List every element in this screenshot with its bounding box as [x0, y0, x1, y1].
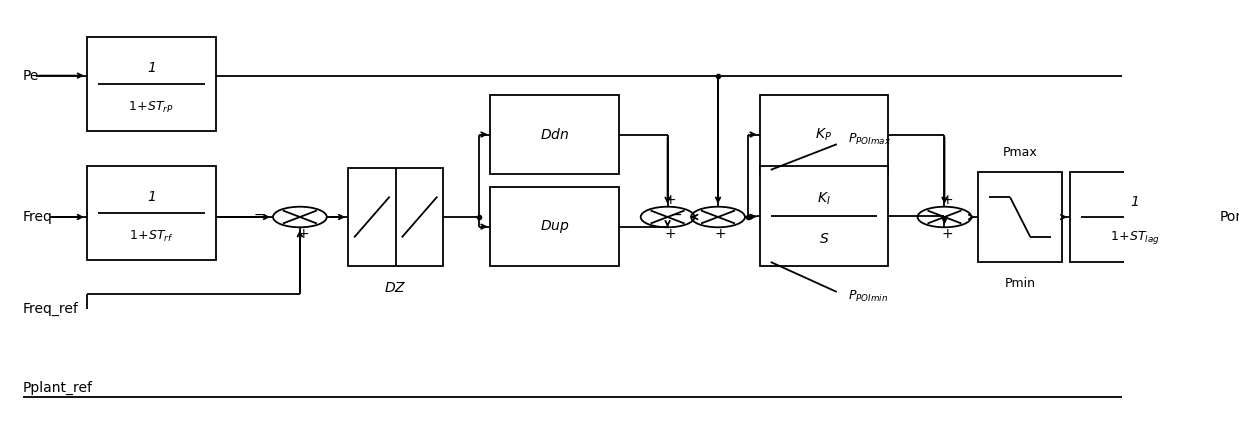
Text: $S$: $S$ — [819, 232, 829, 246]
Text: Pmin: Pmin — [1005, 277, 1036, 290]
Text: Pord: Pord — [1219, 210, 1239, 224]
Bar — [491, 187, 620, 266]
Bar — [87, 166, 216, 260]
Bar — [491, 95, 620, 174]
Text: $-$: $-$ — [670, 207, 683, 221]
Text: $P_{POImin}$: $P_{POImin}$ — [847, 289, 888, 304]
Text: Freq_ref: Freq_ref — [24, 302, 79, 316]
Text: $Dup$: $Dup$ — [540, 218, 570, 235]
Bar — [348, 168, 444, 266]
Bar — [760, 95, 888, 174]
Text: $Ddn$: $Ddn$ — [540, 127, 570, 142]
Text: $+$: $+$ — [940, 193, 953, 207]
Text: Freq: Freq — [24, 210, 53, 224]
Text: 1: 1 — [147, 61, 156, 75]
Text: Pmax: Pmax — [1002, 146, 1037, 159]
Text: $+$: $+$ — [664, 193, 676, 207]
Text: Pe: Pe — [24, 69, 40, 82]
Text: $1\!+\!ST_{rf}$: $1\!+\!ST_{rf}$ — [129, 229, 173, 244]
Text: $1\!+\!ST_{rP}$: $1\!+\!ST_{rP}$ — [129, 100, 175, 115]
Text: Pplant_ref: Pplant_ref — [24, 381, 93, 395]
Bar — [760, 166, 888, 266]
Text: $+$: $+$ — [714, 227, 726, 241]
Text: $+$: $+$ — [664, 227, 676, 241]
Text: 1: 1 — [147, 190, 156, 204]
Bar — [1070, 172, 1199, 262]
Text: $K_{I}$: $K_{I}$ — [817, 191, 831, 207]
Text: $+$: $+$ — [940, 227, 953, 241]
Text: $DZ$: $DZ$ — [384, 281, 406, 295]
Bar — [978, 172, 1062, 262]
Bar — [87, 37, 216, 132]
Text: $1\!+\!ST_{lag}$: $1\!+\!ST_{lag}$ — [1110, 229, 1160, 246]
Text: 1: 1 — [1130, 195, 1139, 209]
Text: $P_{POImax}$: $P_{POImax}$ — [847, 132, 892, 148]
Text: $-$: $-$ — [254, 207, 265, 220]
Text: $K_{P}$: $K_{P}$ — [815, 126, 833, 143]
Text: $+$: $+$ — [297, 227, 310, 241]
